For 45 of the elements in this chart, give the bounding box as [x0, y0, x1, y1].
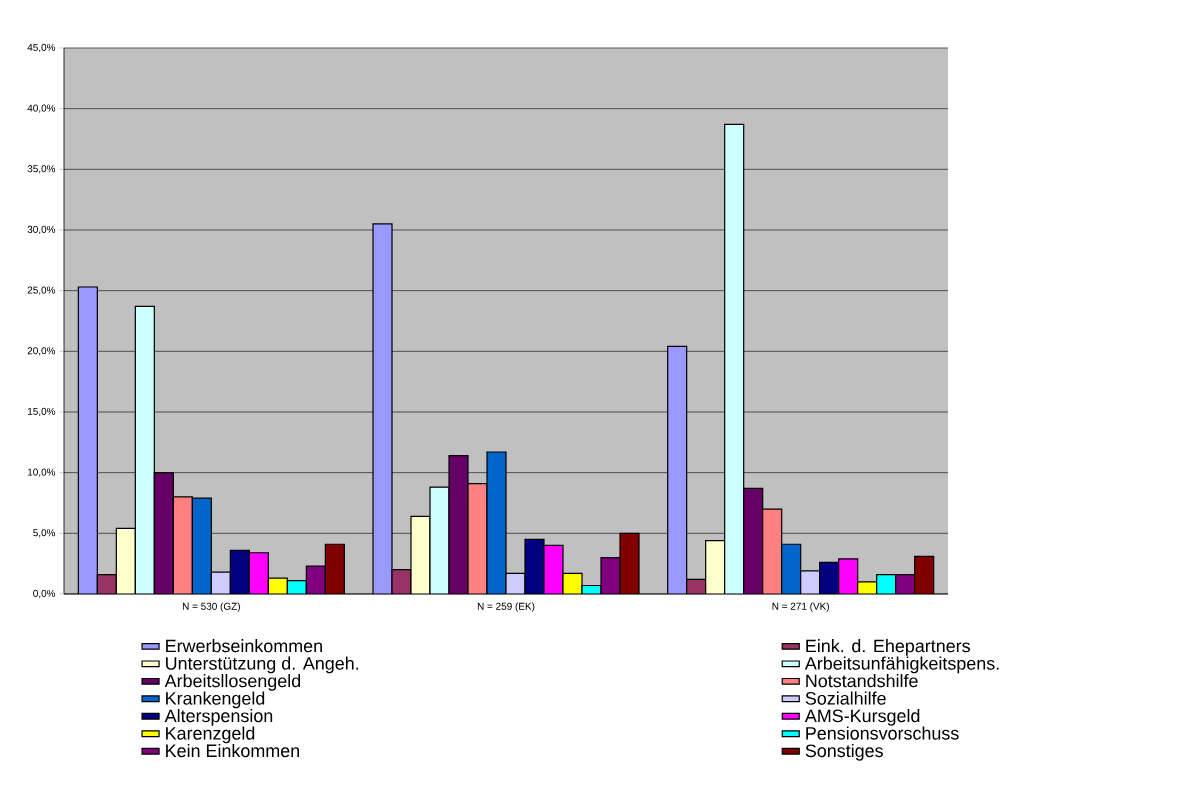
y-tick-label: 35,0% — [27, 165, 56, 174]
bar — [781, 543, 802, 594]
bar — [78, 287, 98, 594]
bar — [667, 345, 688, 594]
legend-label: Alterspension — [164, 709, 273, 726]
y-tick-label: 15,0% — [28, 407, 56, 417]
y-tick-label: 45,0% — [27, 43, 56, 53]
y-tick-label: 5,0% — [33, 529, 56, 538]
bar — [173, 496, 193, 594]
bar — [705, 540, 726, 594]
legend-label: Sonstiges — [805, 743, 883, 761]
x-tick-label: N = 259 (EK) — [477, 602, 535, 612]
y-tick-label: 25,0% — [27, 286, 56, 295]
x-tick-label: N = 271 (VK) — [772, 602, 829, 612]
bar — [914, 555, 935, 594]
y-tick-label: 40,0% — [27, 104, 56, 113]
bar — [724, 123, 745, 594]
legend-label: AMS-Kursgeld — [804, 709, 920, 726]
legend-label: Arbeitsllosengeld — [164, 674, 301, 691]
bar — [192, 498, 212, 594]
legend-label: Sozialhilfe — [805, 691, 886, 705]
y-tick-label: 30,0% — [27, 225, 56, 235]
y-tick-label: 10,0% — [28, 468, 56, 477]
legend-label: Pensionsvorschuss — [806, 726, 959, 740]
bar — [249, 552, 269, 594]
bar — [838, 558, 859, 594]
legend-label: Karenzgeld — [166, 726, 255, 744]
x-tick-label: N = 530 (GZ) — [182, 602, 240, 612]
legend-label: Erwerbseinkommen — [166, 639, 322, 653]
bar — [116, 528, 136, 594]
legend-label: Unterstützung d. Angeh. — [166, 656, 359, 674]
bar — [762, 508, 783, 594]
bar — [135, 306, 155, 594]
y-tick-label: 0,0% — [33, 589, 56, 599]
bar — [154, 472, 174, 594]
legend-label: Kein Einkommen — [166, 743, 300, 758]
legend-label: Krankengeld — [166, 691, 265, 709]
legend-label: Eink. d. Ehepartners — [806, 639, 970, 656]
bar — [230, 550, 250, 594]
legend-label: Notstandshilfe — [806, 674, 918, 688]
bar — [325, 544, 345, 594]
bar — [743, 487, 764, 594]
bar — [819, 561, 840, 594]
legend-label: Arbeitsunfähigkeitspens. — [804, 656, 999, 674]
y-tick-label: 20,0% — [27, 347, 56, 356]
